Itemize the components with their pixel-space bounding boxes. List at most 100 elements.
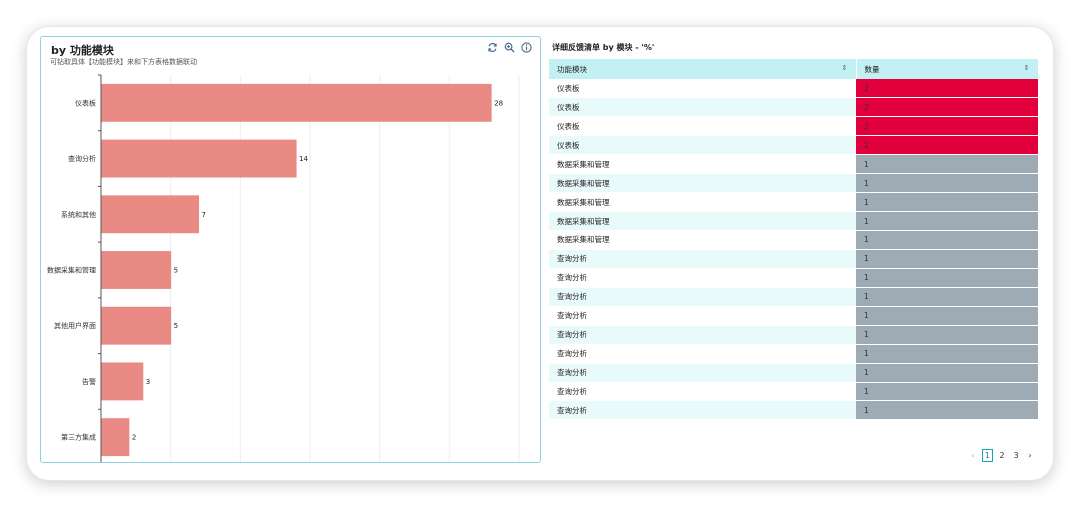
cell-count: 1 bbox=[856, 287, 1038, 307]
zoom-in-icon[interactable] bbox=[504, 42, 515, 53]
table-body: 仪表板 2 仪表板 2 仪表板 2 仪表板 2 数据采集和管理 1 数据采集和管理 1 数据采集和管理 1… bbox=[549, 79, 1038, 421]
table-row[interactable]: 查询分析 1 bbox=[549, 400, 1038, 421]
refresh-icon[interactable] bbox=[487, 42, 498, 53]
cell-count: 1 bbox=[856, 211, 1038, 231]
feedback-table-panel: 详细反馈清单 by 模块 - '%' 功能模块 ⇕ 数量 ⇕ bbox=[546, 36, 1041, 463]
info-icon[interactable] bbox=[521, 42, 532, 53]
cell-module: 查询分析 bbox=[549, 344, 856, 364]
cell-module: 数据采集和管理 bbox=[549, 173, 856, 194]
cell-module: 查询分析 bbox=[549, 382, 856, 402]
cell-count: 2 bbox=[856, 135, 1038, 156]
y-tick-label: 其他用户界面 bbox=[54, 321, 96, 330]
bar-value-label: 3 bbox=[146, 378, 150, 386]
page-button-3[interactable]: 3 bbox=[1013, 451, 1019, 460]
table-row[interactable]: 仪表板 2 bbox=[549, 116, 1038, 137]
bar-value-label: 2 bbox=[132, 434, 136, 442]
cell-count: 1 bbox=[856, 400, 1038, 421]
table-panel-title: 详细反馈清单 by 模块 - '%' bbox=[552, 43, 655, 52]
cell-module: 数据采集和管理 bbox=[549, 230, 856, 250]
table-row[interactable]: 查询分析 1 bbox=[549, 344, 1038, 364]
cell-count: 1 bbox=[856, 249, 1038, 269]
cell-module: 仪表板 bbox=[549, 116, 856, 137]
prev-page-icon[interactable]: ‹ bbox=[971, 451, 975, 460]
feedback-table-wrap: 功能模块 ⇕ 数量 ⇕ 仪表板 2 仪表板 2 仪表板 2 仪表板 2 数据采集和管理 1 数据采集… bbox=[549, 59, 1039, 421]
column-header-module[interactable]: 功能模块 ⇕ bbox=[549, 59, 857, 79]
cell-count: 1 bbox=[856, 306, 1038, 326]
column-header-module-label: 功能模块 bbox=[557, 64, 587, 74]
cell-module: 查询分析 bbox=[549, 268, 856, 288]
table-row[interactable]: 数据采集和管理 1 bbox=[549, 211, 1038, 231]
next-page-icon[interactable]: › bbox=[1028, 451, 1032, 460]
cell-count: 1 bbox=[856, 154, 1038, 175]
bar bbox=[101, 306, 172, 345]
bar bbox=[101, 195, 200, 234]
y-tick-label: 系统和其他 bbox=[61, 210, 96, 219]
table-row[interactable]: 查询分析 1 bbox=[549, 268, 1038, 288]
table-row[interactable]: 查询分析 1 bbox=[549, 249, 1038, 269]
cell-module: 仪表板 bbox=[549, 135, 856, 156]
cell-count: 1 bbox=[856, 344, 1038, 364]
chart-panel-subtitle: 可钻取具体【功能模块】来和下方表格数据联动 bbox=[50, 58, 197, 66]
page-button-2[interactable]: 2 bbox=[999, 451, 1005, 460]
cell-count: 1 bbox=[856, 325, 1038, 345]
cell-count: 2 bbox=[856, 116, 1038, 137]
table-row[interactable]: 数据采集和管理 1 bbox=[549, 230, 1038, 250]
y-tick-label: 数据采集和管理 bbox=[47, 266, 96, 275]
bar bbox=[101, 362, 144, 401]
table-header-row: 功能模块 ⇕ 数量 ⇕ bbox=[549, 59, 1039, 79]
cell-count: 2 bbox=[856, 97, 1038, 118]
sort-icon[interactable]: ⇕ bbox=[1023, 64, 1030, 72]
bar bbox=[101, 139, 297, 178]
column-header-count[interactable]: 数量 ⇕ bbox=[856, 59, 1039, 79]
cell-module: 查询分析 bbox=[549, 325, 856, 345]
cell-module: 查询分析 bbox=[549, 363, 856, 383]
y-tick-label: 查询分析 bbox=[68, 154, 96, 163]
y-tick-label: 第三方集成 bbox=[61, 433, 96, 442]
cell-count: 1 bbox=[856, 382, 1038, 402]
dashboard-window: by 功能模块 可钻取具体【功能模块】来和下方表格数据联动 051015202 bbox=[27, 27, 1053, 480]
page-button-1[interactable]: 1 bbox=[981, 449, 993, 462]
cell-count: 2 bbox=[856, 79, 1038, 99]
cell-module: 数据采集和管理 bbox=[549, 154, 856, 175]
table-row[interactable]: 仪表板 2 bbox=[549, 97, 1038, 118]
table-row[interactable]: 查询分析 1 bbox=[549, 325, 1038, 345]
cell-count: 1 bbox=[856, 363, 1038, 383]
bar-value-label: 14 bbox=[299, 155, 308, 163]
bar bbox=[101, 418, 130, 457]
pagination: ‹ 1 2 3 › bbox=[968, 449, 1035, 462]
table-row[interactable]: 数据采集和管理 1 bbox=[549, 173, 1038, 194]
table-row[interactable]: 查询分析 1 bbox=[549, 363, 1038, 383]
bar-value-label: 28 bbox=[494, 99, 503, 107]
cell-module: 查询分析 bbox=[549, 249, 856, 269]
cell-count: 1 bbox=[856, 173, 1038, 194]
column-header-count-label: 数量 bbox=[864, 64, 880, 74]
sort-icon[interactable]: ⇕ bbox=[841, 64, 848, 72]
table-row[interactable]: 查询分析 1 bbox=[549, 306, 1038, 326]
table-row[interactable]: 数据采集和管理 1 bbox=[549, 192, 1038, 213]
module-chart-panel: by 功能模块 可钻取具体【功能模块】来和下方表格数据联动 051015202 bbox=[40, 36, 541, 463]
table-row[interactable]: 仪表板 2 bbox=[549, 135, 1038, 156]
y-tick-label: 仪表板 bbox=[75, 98, 96, 107]
cell-module: 查询分析 bbox=[549, 400, 856, 421]
chart-toolbar bbox=[487, 42, 532, 53]
cell-module: 数据采集和管理 bbox=[549, 211, 856, 231]
table-row[interactable]: 数据采集和管理 1 bbox=[549, 154, 1038, 175]
cell-module: 查询分析 bbox=[549, 287, 856, 307]
cell-module: 查询分析 bbox=[549, 306, 856, 326]
bar bbox=[101, 251, 172, 289]
cell-count: 1 bbox=[856, 268, 1038, 288]
cell-module: 仪表板 bbox=[549, 97, 856, 118]
bar-value-label: 5 bbox=[174, 322, 178, 330]
cell-count: 1 bbox=[856, 230, 1038, 250]
bar-value-label: 5 bbox=[174, 267, 178, 275]
bar-value-label: 7 bbox=[202, 211, 206, 219]
y-tick-label: 告警 bbox=[82, 377, 96, 386]
chart-panel-title: by 功能模块 bbox=[51, 44, 114, 57]
table-row[interactable]: 查询分析 1 bbox=[549, 287, 1038, 307]
module-bar-chart: 051015202530仪表板28查询分析14系统和其他7数据采集和管理5其他用… bbox=[47, 74, 520, 462]
table-row[interactable]: 查询分析 1 bbox=[549, 382, 1038, 402]
cell-count: 1 bbox=[856, 192, 1038, 213]
bar bbox=[101, 83, 492, 122]
feedback-table: 功能模块 ⇕ 数量 ⇕ 仪表板 2 仪表板 2 仪表板 2 仪表板 2 数据采集和管理 1 数据采集… bbox=[549, 59, 1039, 421]
table-row[interactable]: 仪表板 2 bbox=[549, 79, 1038, 99]
